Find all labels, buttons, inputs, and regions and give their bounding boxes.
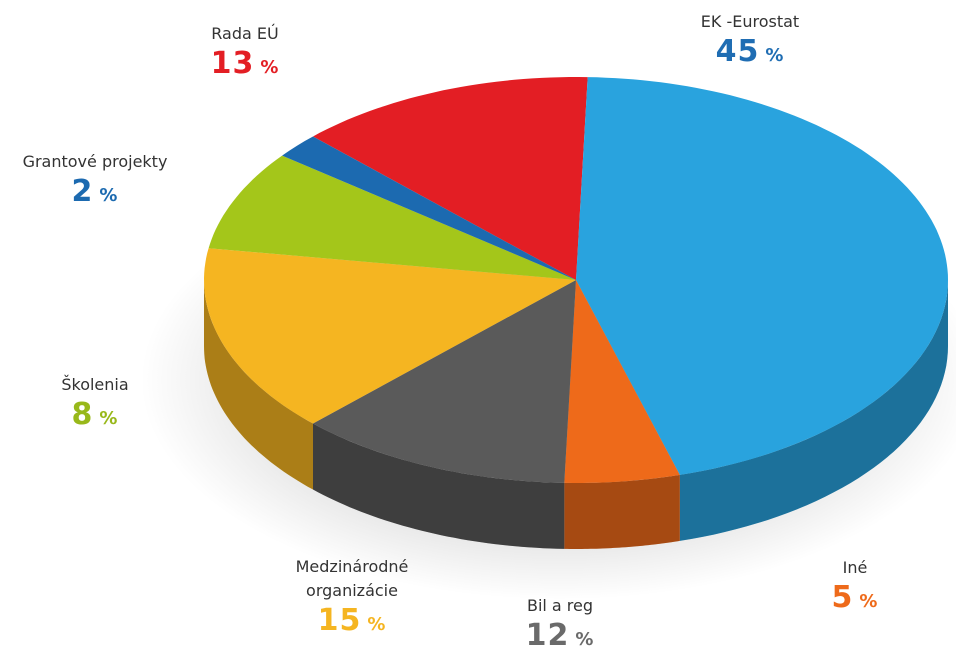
value-label: 5% (832, 580, 879, 620)
category-label: Bil a reg (526, 596, 594, 615)
value-number: 5 (831, 580, 854, 615)
value-unit: % (859, 591, 879, 612)
value-label: 12% (526, 618, 595, 658)
slice (282, 136, 576, 280)
label: Grantové projekty 2% (23, 150, 168, 214)
slice (313, 77, 588, 280)
value-label: 13% (211, 46, 280, 86)
value-number: 15 (317, 603, 362, 638)
value-number: 2 (71, 174, 94, 209)
category-label: Rada EÚ (211, 24, 279, 43)
label: Bil a reg 12% (526, 594, 595, 658)
value-label: 15% (282, 603, 422, 643)
value-label: 45% (701, 34, 799, 74)
slice-side (313, 423, 565, 549)
value-unit: % (99, 408, 119, 429)
slice-side (204, 280, 313, 490)
slice-side-shade (679, 280, 948, 541)
slice (208, 155, 576, 280)
slice-side-shade (564, 474, 680, 549)
slice (204, 248, 576, 424)
value-unit: % (765, 45, 785, 66)
category-label: Medzinárodné organizácie (295, 557, 409, 600)
slice-side-shade (313, 423, 565, 549)
slice-side (679, 280, 948, 541)
slice-side-shade (204, 280, 313, 490)
label: Rada EÚ 13% (211, 22, 280, 86)
value-unit: % (575, 629, 595, 650)
category-label: Grantové projekty (22, 152, 168, 171)
label: Školenia 8% (61, 373, 128, 437)
label: Iné 5% (832, 556, 879, 620)
category-label: Iné (842, 558, 868, 577)
slice-side (564, 474, 680, 549)
slice (576, 77, 948, 475)
label: EK -Eurostat 45% (701, 10, 799, 74)
slice (564, 280, 680, 483)
value-unit: % (260, 57, 280, 78)
slice (313, 280, 576, 483)
label: Medzinárodné organizácie 15% (282, 555, 422, 643)
value-number: 12 (525, 618, 570, 653)
value-number: 13 (210, 46, 255, 81)
category-label: Školenia (61, 375, 129, 394)
value-label: 2% (23, 174, 168, 214)
value-label: 8% (61, 397, 128, 437)
value-number: 8 (71, 397, 94, 432)
value-unit: % (99, 185, 119, 206)
value-number: 45 (715, 34, 760, 69)
value-unit: % (367, 614, 387, 635)
category-label: EK -Eurostat (700, 12, 800, 31)
